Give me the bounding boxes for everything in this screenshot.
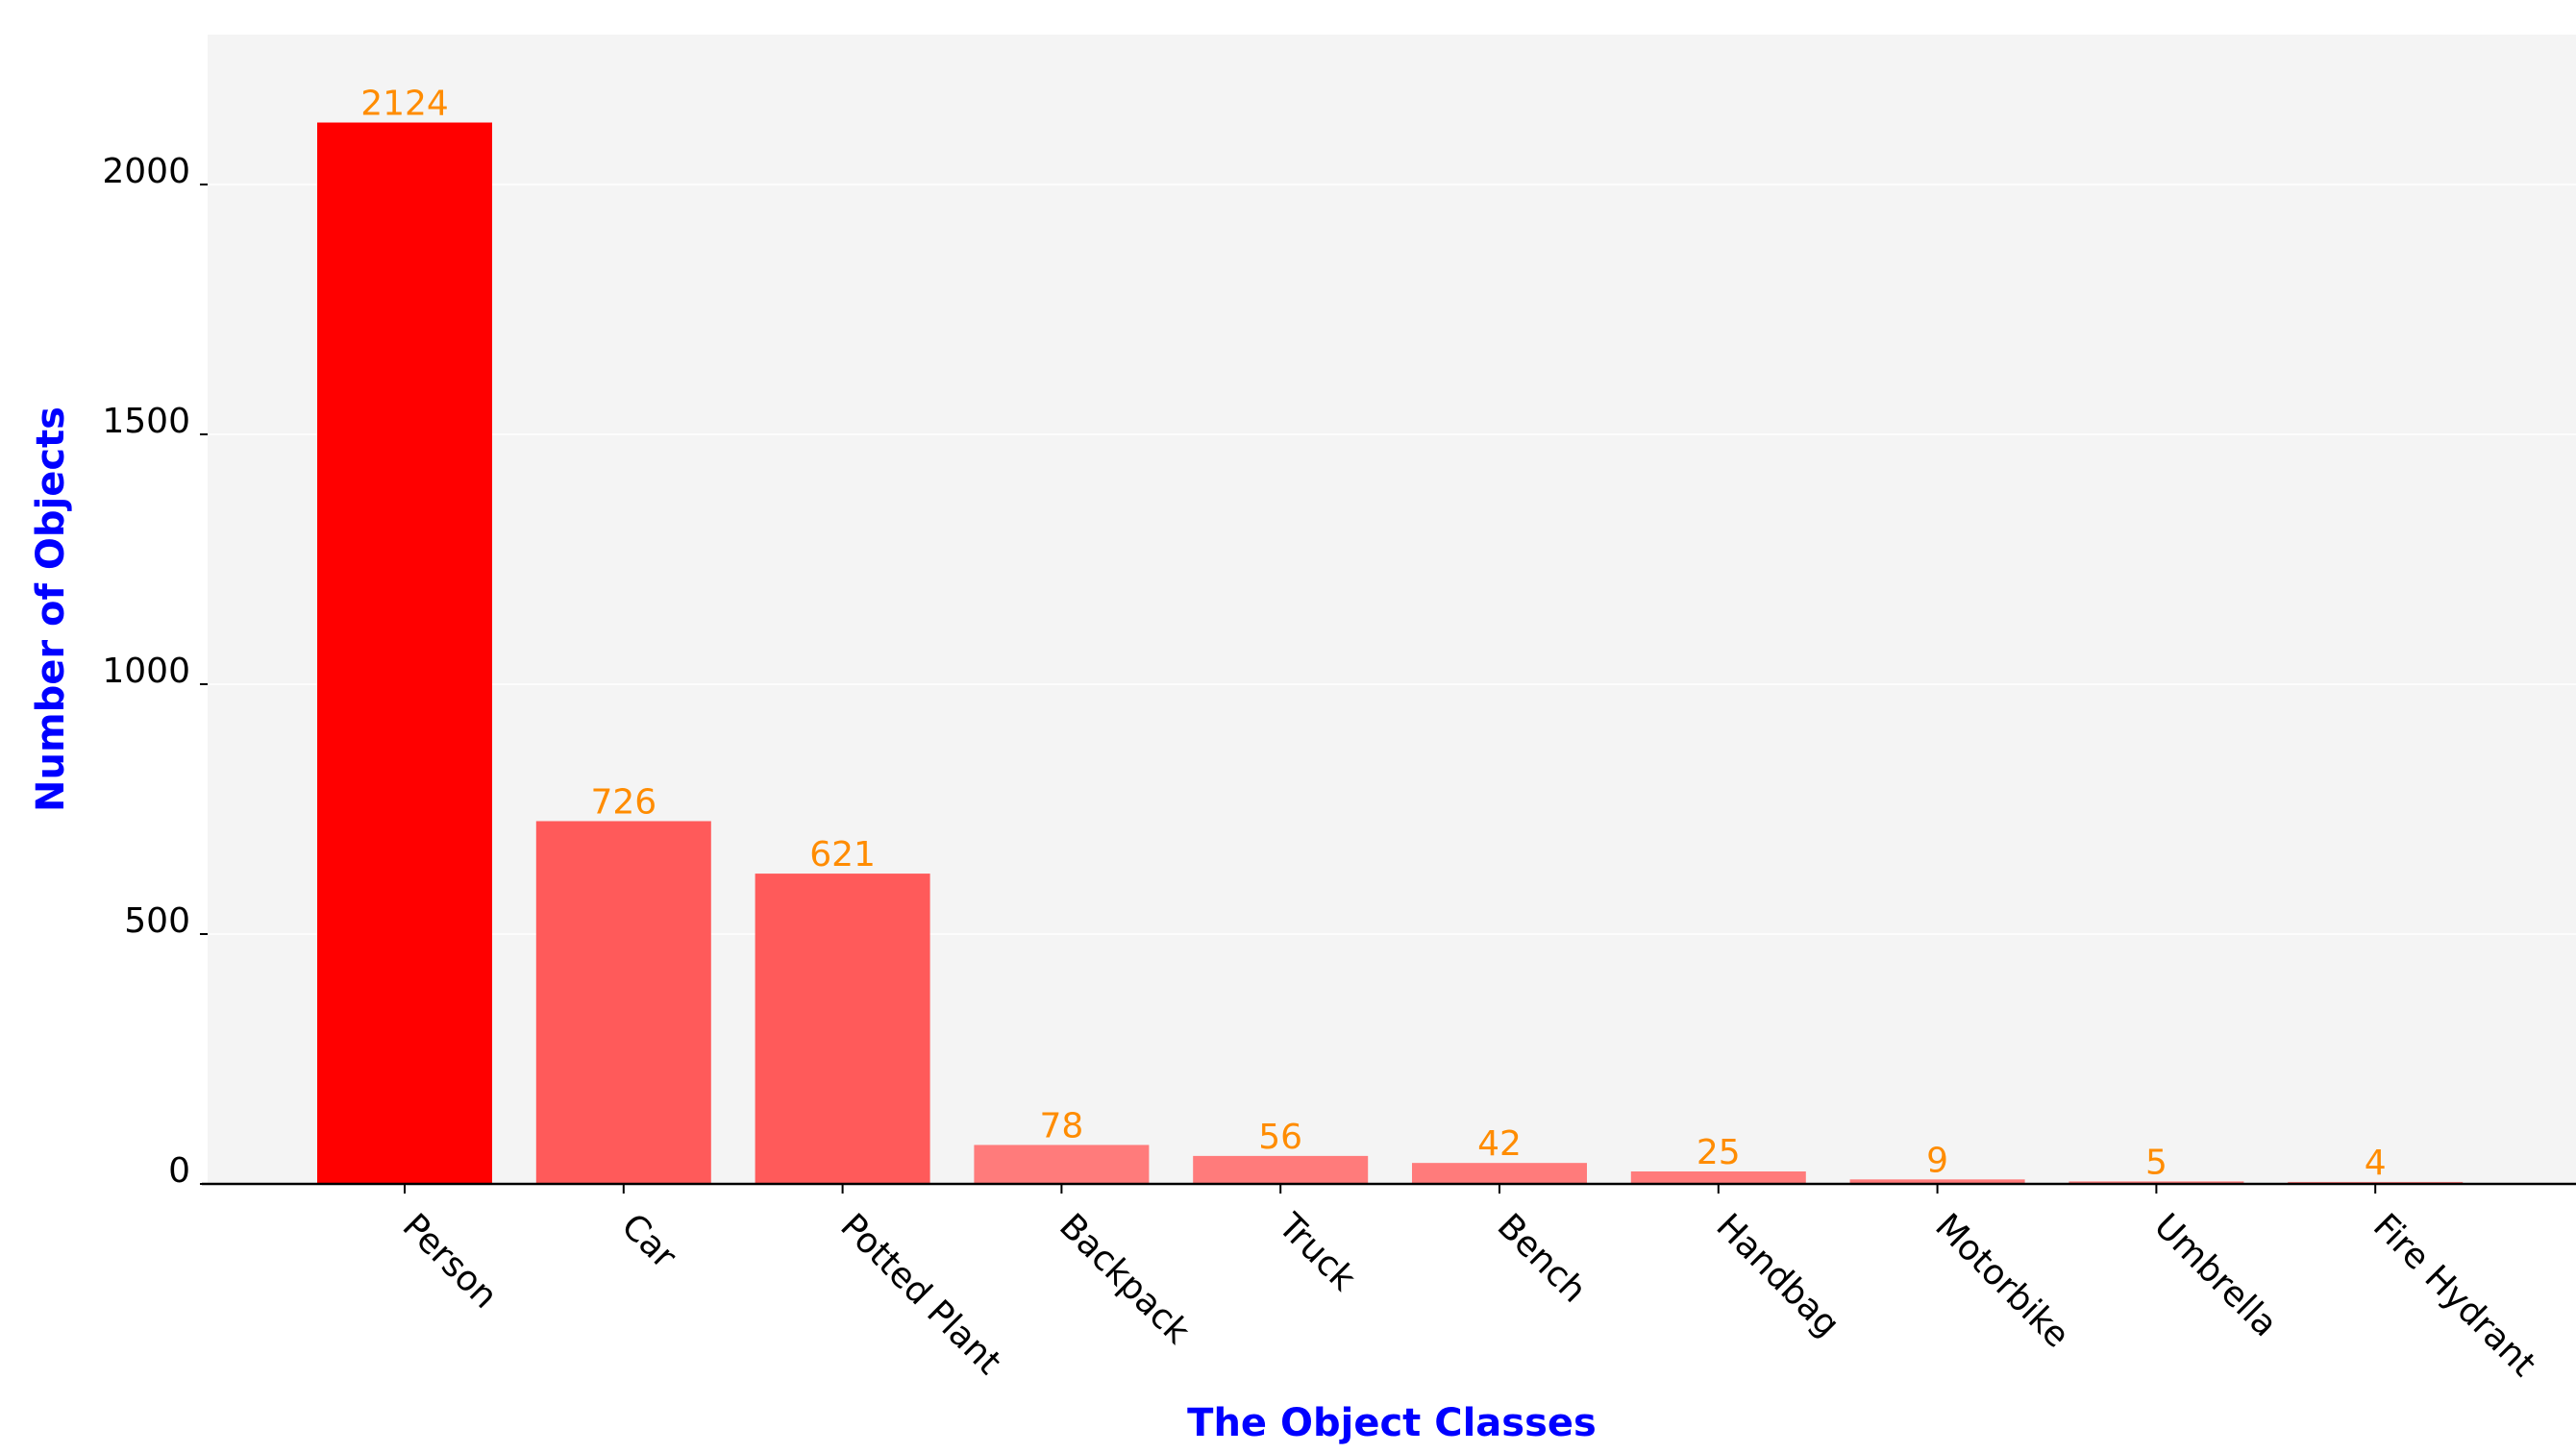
bar-value-label: 621 [809, 835, 876, 874]
bar-value-label: 9 [1926, 1141, 1948, 1180]
bar-value-label: 726 [590, 782, 656, 822]
data-labels: 2124 726 621 78 56 42 25 9 5 4 [360, 85, 2386, 1183]
x-tick-label: Potted Plant [832, 1206, 1008, 1382]
y-axis: 0 500 1000 1500 2000 [102, 152, 208, 1191]
x-axis-title: The Object Classes [1187, 1401, 1597, 1445]
bar-value-label: 78 [1039, 1106, 1083, 1145]
x-tick-label: Fire Hydrant [2365, 1206, 2543, 1384]
x-tick-label: Umbrella [2146, 1206, 2285, 1344]
x-tick-label: Handbag [1708, 1206, 1846, 1344]
bars [317, 122, 2464, 1184]
y-tick-label: 2000 [102, 152, 190, 191]
bar-value-label: 4 [2365, 1144, 2387, 1183]
bar-backpack [974, 1145, 1150, 1184]
bar-value-label: 5 [2145, 1143, 2167, 1182]
bar-value-label: 2124 [360, 85, 449, 124]
x-tick-label: Motorbike [1927, 1206, 2076, 1355]
x-tick-label: Truck [1270, 1206, 1363, 1299]
bar-bench [1412, 1163, 1587, 1184]
bar-potted-plant [755, 874, 930, 1184]
y-tick-label: 1000 [102, 652, 190, 691]
x-tick-label: Backpack [1052, 1206, 1197, 1351]
bar-handbag [1630, 1171, 1806, 1184]
bar-car [535, 821, 711, 1184]
bar-value-label: 42 [1477, 1124, 1522, 1164]
y-tick-label: 500 [124, 901, 190, 941]
bar-person [317, 122, 492, 1184]
y-tick-label: 0 [168, 1151, 190, 1191]
x-tick-label: Person [395, 1206, 506, 1317]
y-tick-label: 1500 [102, 402, 190, 441]
bar-umbrella [2068, 1181, 2244, 1184]
bar-motorbike [1849, 1179, 2025, 1184]
x-tick-label: Bench [1490, 1206, 1594, 1310]
y-axis-title: Number of Objects [29, 406, 73, 812]
bar-truck [1193, 1155, 1369, 1184]
x-tick-label: Car [613, 1206, 683, 1276]
bar-value-label: 25 [1697, 1133, 1741, 1172]
bar-value-label: 56 [1258, 1118, 1302, 1157]
x-axis: Person Car Potted Plant Backpack Truck Bench H… [395, 1184, 2543, 1384]
